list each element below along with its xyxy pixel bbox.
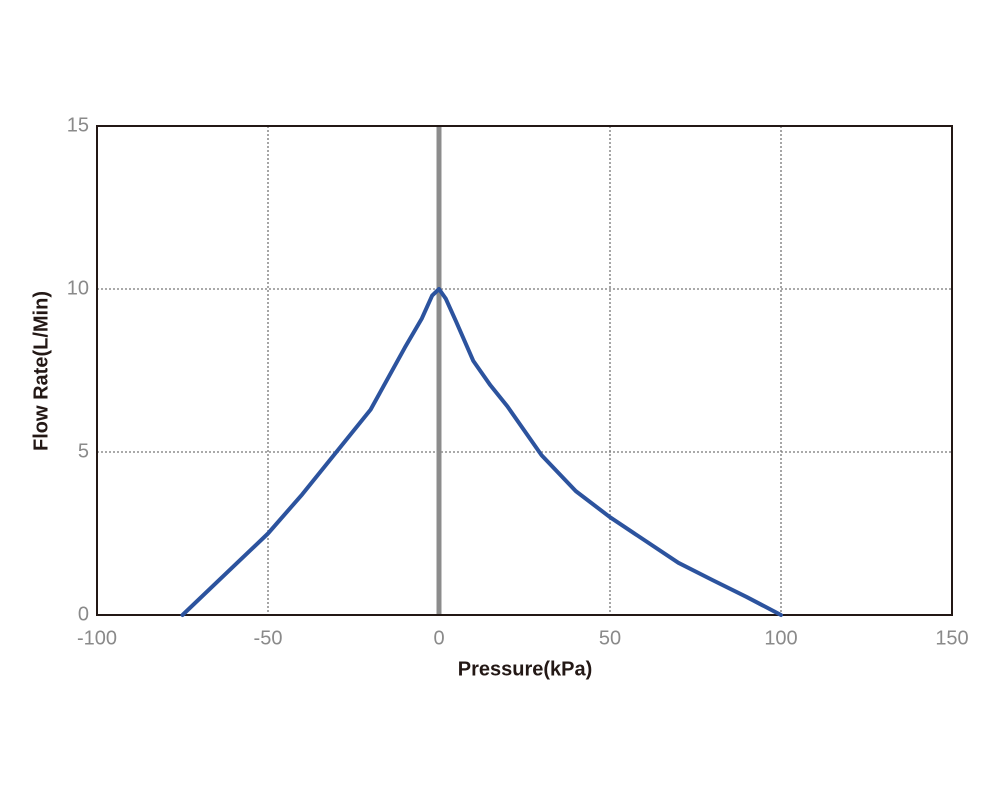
plot-frame — [96, 125, 953, 616]
y-axis-title: Flow Rate(L/Min) — [30, 291, 52, 451]
x-tick-label: -50 — [254, 627, 283, 649]
line-series — [180, 287, 783, 617]
x-tick-label: 50 — [599, 627, 621, 649]
x-axis-title: Pressure(kPa) — [458, 658, 593, 680]
x-tick-label: 0 — [433, 627, 444, 649]
x-tick-label: -100 — [77, 627, 117, 649]
x-tick-label: 100 — [764, 627, 797, 649]
y-tick-label: 10 — [67, 277, 89, 299]
y-tick-label: 15 — [67, 114, 89, 136]
x-tick-label: 150 — [935, 627, 968, 649]
y-tick-label: 0 — [78, 603, 89, 625]
y-tick-label: 5 — [78, 440, 89, 462]
